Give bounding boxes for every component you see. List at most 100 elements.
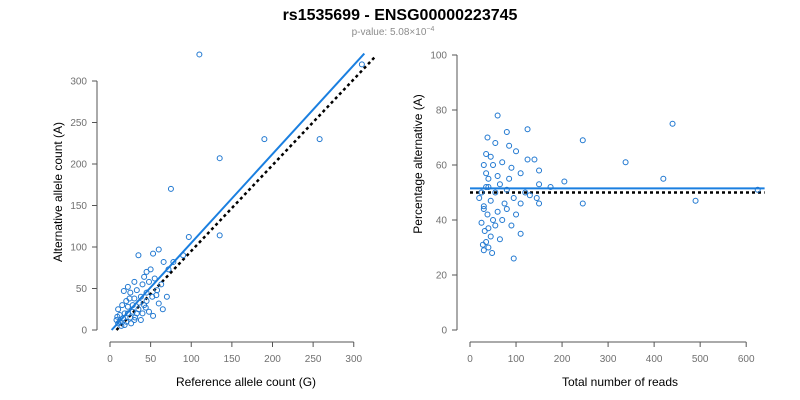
allele-count-point	[261, 136, 268, 143]
percentage-point	[536, 167, 543, 174]
allele-count-point	[316, 136, 323, 143]
percentage-point	[476, 195, 483, 201]
percentage-point	[483, 151, 490, 157]
allele-count-points	[113, 51, 365, 329]
percentage-point	[487, 197, 494, 204]
allele-count-point	[127, 289, 134, 296]
percentage-point	[517, 170, 524, 177]
percentage-point	[536, 181, 543, 188]
allele-count-y-tick-label: 0	[81, 326, 87, 337]
allele-count-point	[136, 299, 143, 306]
allele-count-point	[133, 287, 140, 294]
allele-count-point	[139, 310, 146, 317]
allele-count-point	[150, 312, 157, 319]
percentage-points	[476, 112, 761, 262]
allele-count-point	[137, 317, 144, 324]
allele-count-point	[126, 295, 133, 302]
allele-count-point	[170, 258, 177, 265]
allele-count-point	[147, 266, 154, 273]
percentage-point	[533, 195, 540, 201]
allele-count-x-tick-label: 0	[107, 354, 113, 365]
percentage-x-tick-label: 600	[738, 354, 755, 365]
allele-count-point	[160, 258, 167, 265]
allele-count-point	[116, 318, 123, 325]
percentage-point	[490, 162, 497, 168]
percentage-point	[487, 153, 494, 160]
percentage-x-tick-label: 200	[554, 354, 571, 365]
allele-count-x-tick-label: 150	[224, 354, 241, 365]
allele-count-x-tick-label: 50	[145, 354, 157, 365]
percentage-point	[490, 217, 497, 223]
allele-count-point	[143, 289, 150, 296]
allele-count-point	[155, 300, 162, 307]
percentage-point	[484, 211, 491, 218]
percentage-point	[494, 112, 501, 119]
allele-count-point	[167, 185, 174, 192]
allele-count-x-tick-label: 300	[345, 354, 362, 365]
allele-count-point	[131, 278, 138, 285]
percentage-point	[517, 230, 524, 237]
percentage-point	[510, 255, 517, 262]
allele-count-point	[143, 297, 150, 304]
percentage-point	[478, 189, 485, 196]
allele-count-point	[115, 306, 122, 313]
percentage-point	[492, 222, 499, 229]
allele-count-point	[139, 281, 146, 288]
percentage-point	[522, 189, 529, 196]
percentage-x-tick-label: 0	[467, 354, 473, 365]
percentage-point	[513, 148, 520, 155]
allele-count-point	[137, 293, 144, 300]
percentage-point	[513, 211, 520, 218]
percentage-point	[485, 184, 492, 190]
percentage-x-tick-label: 100	[508, 354, 525, 365]
allele-count-point	[131, 295, 138, 302]
chart-subtitle: p-value: 5.08×10−4	[352, 26, 435, 38]
allele-count-x-tick-label: 200	[264, 354, 281, 365]
allele-count-y-label: Alternative allele count (A)	[51, 122, 65, 262]
allele-count-point	[155, 246, 162, 253]
percentage-x-tick-label: 400	[646, 354, 663, 365]
allele-count-point	[196, 51, 203, 58]
percentage-point	[536, 200, 543, 207]
allele-count-point	[131, 317, 138, 324]
allele-count-point	[180, 252, 187, 259]
p-value-exponent: −4	[426, 26, 434, 33]
allele-count-scatter: 0 50 100 150 200 250 300 0 50 100 150 200 250 300 Ref…	[51, 51, 377, 389]
allele-count-x-tick-label: 100	[183, 354, 200, 365]
percentage-point	[660, 175, 667, 182]
allele-count-fit-line	[110, 52, 366, 331]
percentage-y-label: Percentage alternative (A)	[411, 94, 425, 233]
percentage-y-tick-label: 60	[436, 161, 448, 172]
allele-count-point	[128, 320, 135, 327]
allele-count-axes: 0 50 100 150 200 250 300 0 50 100 150 200 250 300	[70, 77, 362, 366]
allele-count-y-tick-label: 300	[70, 77, 87, 88]
allele-count-point	[113, 317, 120, 324]
percentage-point	[492, 140, 499, 146]
allele-count-point	[163, 293, 170, 300]
percentage-point	[506, 142, 513, 149]
percentage-point	[524, 126, 531, 133]
percentage-point	[524, 156, 531, 163]
percentage-point	[483, 170, 490, 177]
percentage-point	[494, 208, 501, 215]
allele-count-point	[158, 281, 165, 288]
allele-count-x-label: Reference allele count (G)	[176, 375, 316, 389]
percentage-point	[561, 178, 568, 185]
percentage-y-tick-label: 20	[436, 271, 448, 282]
allele-count-point	[129, 302, 136, 309]
p-value-text: p-value: 5.08×10	[352, 27, 427, 38]
allele-count-point	[120, 315, 126, 322]
percentage-point	[496, 236, 503, 243]
allele-count-point	[141, 273, 148, 280]
percentage-point	[579, 200, 586, 207]
percentage-point	[503, 129, 510, 135]
percentage-point	[481, 228, 488, 234]
allele-count-lines	[110, 52, 377, 331]
percentage-point	[484, 134, 491, 141]
allele-count-point	[151, 275, 158, 282]
percentage-point	[479, 241, 486, 248]
percentage-point	[508, 164, 515, 171]
allele-count-point	[121, 322, 128, 329]
percentage-point	[483, 184, 490, 190]
percentage-x-tick-label: 500	[692, 354, 709, 365]
